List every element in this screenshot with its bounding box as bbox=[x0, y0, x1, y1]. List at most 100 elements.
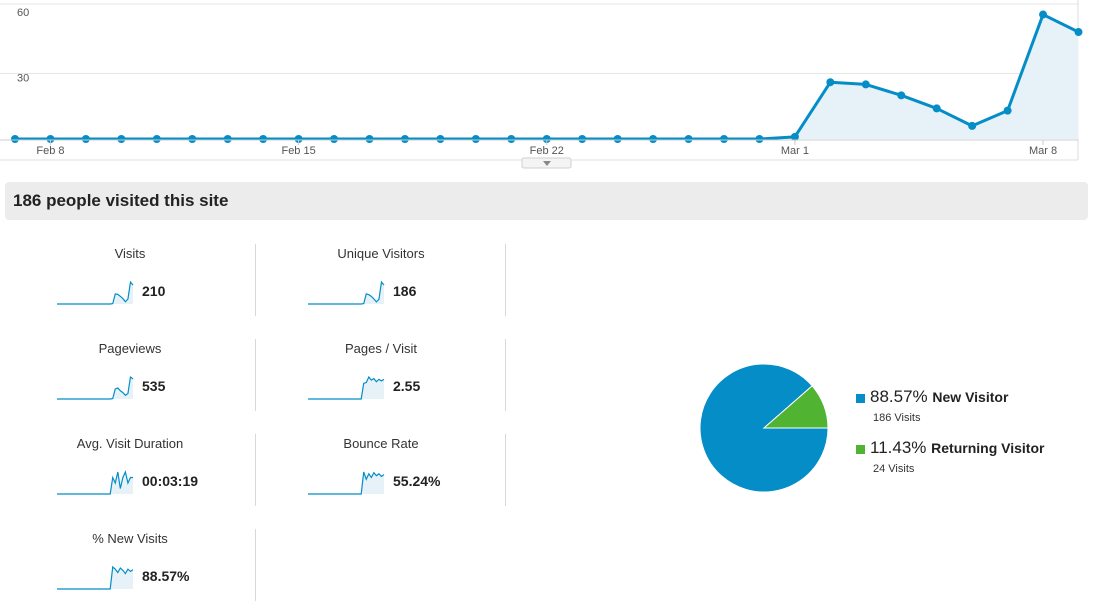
x-tick-label: Mar 1 bbox=[781, 145, 809, 157]
sparkline bbox=[57, 280, 134, 305]
x-tick-label: Feb 22 bbox=[530, 145, 564, 157]
data-point bbox=[720, 135, 728, 143]
spark-area bbox=[57, 472, 133, 494]
data-point bbox=[613, 135, 622, 143]
spark-area bbox=[308, 377, 384, 399]
data-point bbox=[152, 135, 161, 143]
data-point bbox=[1074, 28, 1083, 37]
spark-area bbox=[308, 472, 384, 494]
spark-line bbox=[308, 375, 385, 400]
data-point bbox=[330, 135, 339, 143]
summary-bar: 186 people visited this site bbox=[5, 182, 1088, 220]
data-point bbox=[223, 135, 232, 143]
metric-new-visits: % New Visits 88.57% bbox=[5, 531, 255, 603]
spark-line bbox=[308, 471, 385, 495]
metric-value: 535 bbox=[142, 378, 166, 394]
sparkline bbox=[57, 565, 134, 590]
y-tick-label: 30 bbox=[17, 73, 29, 85]
metric-label: Visits bbox=[114, 246, 146, 261]
metric-unique-visitors: Unique Visitors 186 bbox=[256, 246, 506, 318]
sparkline bbox=[57, 470, 133, 495]
data-point bbox=[542, 135, 551, 143]
metric-pages-per-visit: Pages / Visit 2.55 bbox=[256, 341, 506, 413]
metric-value: 186 bbox=[393, 283, 417, 299]
y-tick-label: 60 bbox=[17, 7, 29, 19]
sparkline bbox=[308, 471, 385, 495]
data-point bbox=[790, 132, 799, 141]
legend-label: New Visitor bbox=[932, 389, 1009, 405]
visitor-type-pie-chart bbox=[699, 363, 829, 493]
visits-line-chart: 60 30 Feb 8 Feb 15 Feb 22 Mar 1 Mar 8 bbox=[0, 0, 1083, 169]
legend-percent: 11.43% bbox=[870, 438, 927, 457]
metric-value: 210 bbox=[142, 283, 166, 299]
data-point bbox=[932, 104, 941, 113]
legend-swatch bbox=[856, 394, 865, 403]
sparkline bbox=[57, 375, 134, 400]
divider bbox=[505, 244, 506, 316]
spark-line bbox=[308, 280, 385, 305]
x-tick-label: Feb 15 bbox=[281, 145, 315, 157]
data-point bbox=[436, 135, 445, 143]
data-point bbox=[117, 135, 126, 143]
summary-title: 186 people visited this site bbox=[13, 191, 229, 210]
metric-pageviews: Pageviews 535 bbox=[5, 341, 255, 413]
x-tick-label: Mar 8 bbox=[1029, 145, 1057, 157]
spark-line bbox=[57, 470, 133, 495]
spark-line bbox=[57, 565, 134, 590]
spark-area bbox=[57, 282, 133, 304]
data-point bbox=[755, 135, 764, 143]
divider bbox=[255, 339, 256, 411]
data-point bbox=[294, 135, 303, 143]
divider bbox=[505, 339, 506, 411]
metric-value: 55.24% bbox=[393, 473, 441, 489]
data-point bbox=[1039, 10, 1048, 19]
data-point bbox=[81, 135, 90, 143]
legend-visits: 24 Visits bbox=[873, 463, 915, 475]
metric-avg-visit-duration: Avg. Visit Duration 00:03:19 bbox=[5, 436, 255, 508]
divider bbox=[255, 434, 256, 506]
data-point bbox=[259, 135, 268, 143]
data-point bbox=[11, 135, 19, 143]
area-fill bbox=[15, 14, 1079, 139]
divider bbox=[255, 529, 256, 601]
metric-label: Pageviews bbox=[98, 341, 162, 356]
spark-area bbox=[57, 377, 133, 399]
legend-label: Returning Visitor bbox=[931, 440, 1045, 456]
data-point bbox=[684, 135, 693, 143]
data-point bbox=[46, 135, 55, 143]
data-point bbox=[897, 91, 906, 100]
data-point bbox=[1003, 106, 1012, 115]
metric-value: 2.55 bbox=[393, 378, 421, 394]
data-point bbox=[507, 135, 516, 143]
data-point bbox=[861, 80, 870, 89]
legend-visits: 186 Visits bbox=[873, 412, 921, 424]
data-point bbox=[188, 135, 197, 143]
divider bbox=[255, 244, 256, 316]
metric-value: 00:03:19 bbox=[142, 473, 199, 489]
sparkline bbox=[308, 280, 385, 305]
pie-slice-returning-visitor bbox=[762, 385, 829, 429]
spark-area bbox=[57, 567, 133, 589]
data-point bbox=[471, 135, 480, 143]
metric-value: 88.57% bbox=[142, 568, 190, 584]
data-point bbox=[578, 135, 587, 143]
metric-label: Avg. Visit Duration bbox=[76, 436, 184, 451]
metric-visits: Visits 210 bbox=[5, 246, 255, 318]
spark-line bbox=[57, 375, 134, 400]
data-point bbox=[649, 135, 658, 143]
legend-line: 11.43% Returning Visitor bbox=[870, 438, 1044, 458]
data-point bbox=[826, 78, 835, 87]
legend-percent: 88.57% bbox=[870, 387, 928, 406]
spark-area bbox=[308, 282, 384, 304]
x-tick-label: Feb 8 bbox=[36, 145, 64, 157]
legend-swatch bbox=[856, 445, 865, 454]
data-point bbox=[968, 121, 977, 130]
sparkline bbox=[308, 375, 385, 400]
metric-bounce-rate: Bounce Rate 55.24% bbox=[256, 436, 506, 508]
divider bbox=[505, 434, 506, 506]
metric-label: Bounce Rate bbox=[343, 436, 419, 451]
data-point bbox=[400, 135, 409, 143]
metric-label: Unique Visitors bbox=[337, 246, 425, 261]
metric-label: Pages / Visit bbox=[344, 341, 418, 356]
spark-line bbox=[57, 280, 134, 305]
